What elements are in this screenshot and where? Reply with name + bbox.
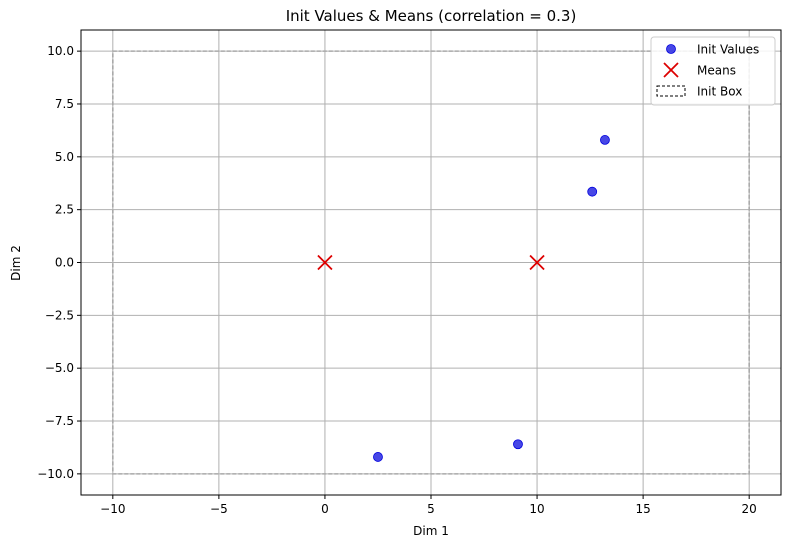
y-axis-label: Dim 2 (9, 245, 23, 281)
init-value-point (600, 135, 610, 145)
mean-marker-stroke (317, 254, 333, 271)
legend-label: Init Values (697, 43, 759, 57)
y-tick-label: −2.5 (45, 308, 74, 322)
x-tick-label: 0 (321, 502, 329, 516)
x-tick-label: 15 (635, 502, 650, 516)
legend-entry: Init Box (656, 85, 742, 99)
init-value-point (513, 439, 523, 450)
data-points-layer (317, 135, 610, 462)
legend-label: Init Box (697, 85, 742, 99)
y-tick-label: 2.5 (55, 203, 74, 217)
legend-marker-circle (666, 44, 676, 54)
mean-marker-stroke (529, 254, 545, 271)
y-tick-label: 7.5 (55, 97, 74, 111)
x-tick-label: 10 (529, 502, 544, 516)
init-box-layer (112, 50, 750, 475)
x-tick-label: −5 (210, 502, 228, 516)
legend: Init Values Means Init Box (650, 36, 776, 106)
x-tick-label: 20 (742, 502, 757, 516)
x-axis-label: Dim 1 (413, 524, 449, 538)
y-tick-label: −5.0 (45, 361, 74, 375)
x-tick-label: −10 (100, 502, 125, 516)
legend-entry: Init Values (666, 43, 759, 57)
legend-marker-box (656, 85, 686, 97)
chart-title: Init Values & Means (correlation = 0.3) (286, 7, 577, 25)
legend-label: Means (697, 64, 736, 78)
init-value-point (373, 452, 383, 462)
legend-frame (650, 36, 776, 106)
init-value-point (587, 186, 598, 197)
y-tick-label: −7.5 (45, 414, 74, 428)
y-tick-label: 0.0 (55, 256, 74, 270)
legend-entry: Means (663, 62, 736, 78)
y-tick-label: 5.0 (55, 150, 74, 164)
y-tick-label: −10.0 (37, 467, 74, 481)
mean-marker (529, 254, 545, 271)
legend-marker-x (663, 62, 679, 78)
mean-marker (317, 254, 333, 271)
y-tick-label: 10.0 (47, 44, 74, 58)
x-tick-label: 5 (427, 502, 435, 516)
axis-ticks: −10 −5 0 5 10 15 20 −10.0 −7.5 −5.0 −2.5 0.0 2.5 5.0 7… (37, 44, 757, 516)
init-box-rectangle (112, 50, 750, 475)
